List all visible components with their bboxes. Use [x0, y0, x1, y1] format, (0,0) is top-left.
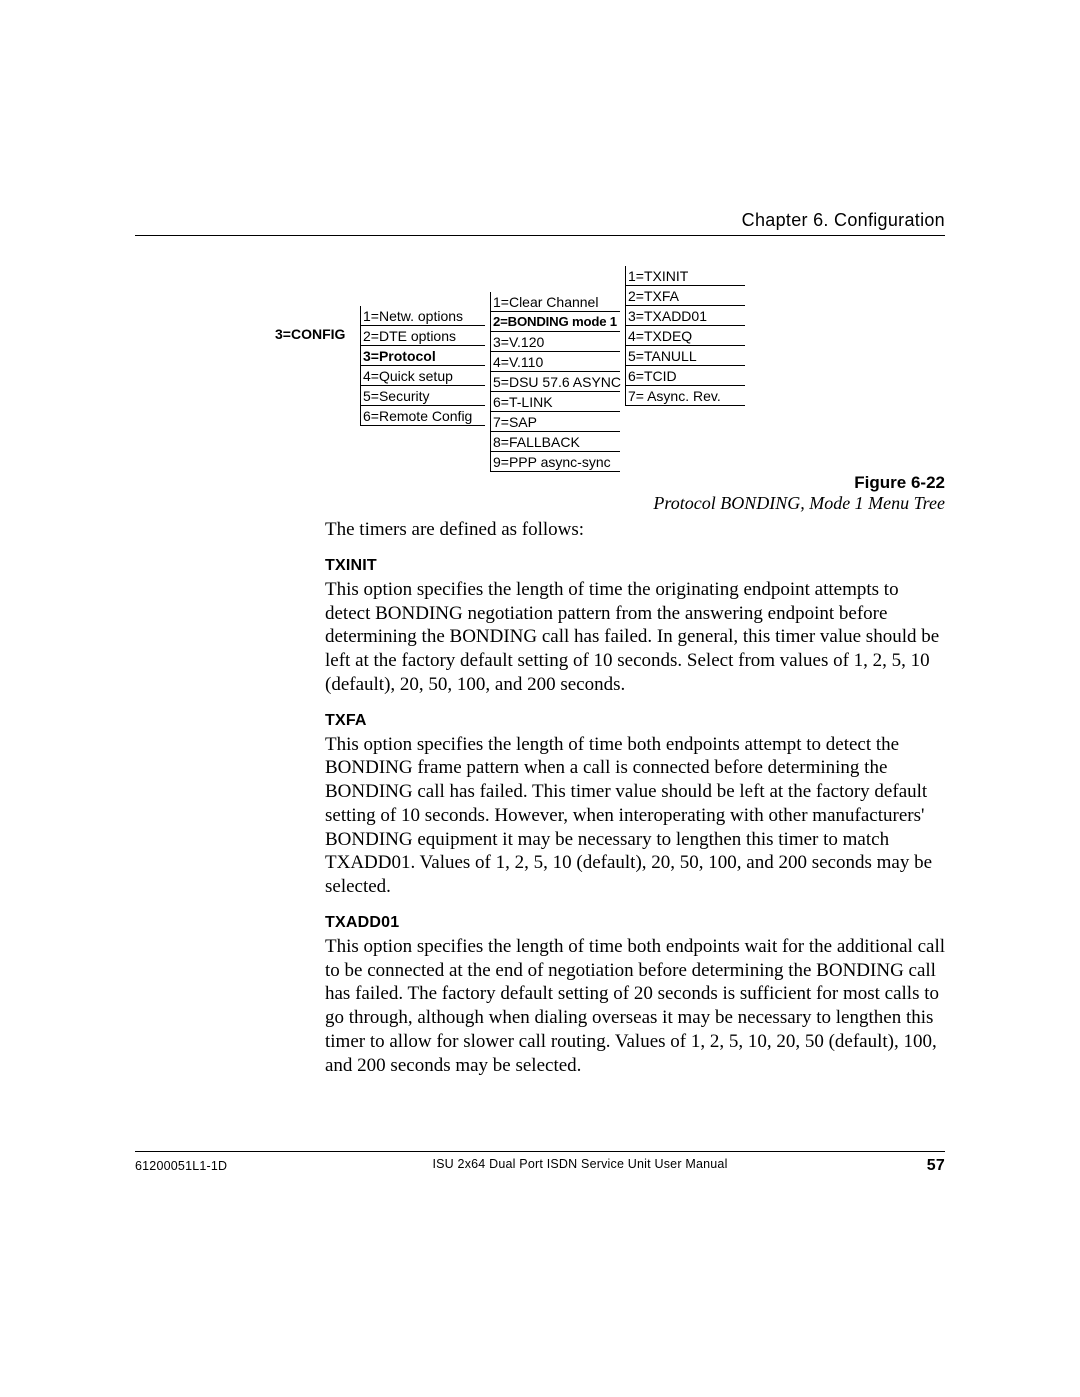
menu-tree-cell: 1=TXINIT: [626, 266, 745, 286]
menu-tree-cell: 3=TXADD01: [626, 306, 745, 326]
figure-number: Figure 6-22: [135, 473, 945, 493]
menu-tree-cell: 2=BONDING mode 1: [491, 312, 620, 332]
menu-tree-col-3: 1=TXINIT2=TXFA3=TXADD014=TXDEQ5=TANULL6=…: [625, 266, 745, 406]
menu-tree-cell: 1=Netw. options: [361, 306, 485, 326]
section-paragraph: This option specifies the length of time…: [325, 733, 945, 899]
menu-tree-cell: 9=PPP async-sync: [491, 452, 620, 472]
menu-tree-cell: 6=Remote Config: [361, 406, 485, 426]
menu-tree-cell: 7=SAP: [491, 412, 620, 432]
section-heading: TXADD01: [325, 913, 945, 933]
menu-tree-cell: 4=TXDEQ: [626, 326, 745, 346]
section-paragraph: This option specifies the length of time…: [325, 935, 945, 1078]
page-footer: 61200051L1-1D ISU 2x64 Dual Port ISDN Se…: [135, 1151, 945, 1175]
menu-tree-cell: 2=TXFA: [626, 286, 745, 306]
menu-tree-cell: 5=Security: [361, 386, 485, 406]
figure-caption: Figure 6-22 Protocol BONDING, Mode 1 Men…: [135, 473, 945, 514]
menu-tree-col-2: 1=Clear Channel2=BONDING mode 13=V.1204=…: [490, 292, 620, 472]
figure-title: Protocol BONDING, Mode 1 Menu Tree: [135, 493, 945, 514]
intro-line: The timers are defined as follows:: [325, 518, 945, 542]
menu-tree-cell: 6=TCID: [626, 366, 745, 386]
menu-tree-diagram: 3=CONFIG 1=Netw. options2=DTE options3=P…: [275, 266, 945, 461]
menu-tree-cell: 8=FALLBACK: [491, 432, 620, 452]
menu-tree-cell: 4=V.110: [491, 352, 620, 372]
section-paragraph: This option specifies the length of time…: [325, 578, 945, 697]
menu-tree-cell: 1=Clear Channel: [491, 292, 620, 312]
section-heading: TXFA: [325, 711, 945, 731]
document-page: Chapter 6. Configuration 3=CONFIG 1=Netw…: [0, 0, 1080, 1397]
footer-manual-title: ISU 2x64 Dual Port ISDN Service Unit Use…: [432, 1157, 727, 1171]
menu-tree-root: 3=CONFIG: [275, 326, 345, 342]
body-column: The timers are defined as follows: TXINI…: [325, 518, 945, 1077]
section-heading: TXINIT: [325, 556, 945, 576]
menu-tree-cell: 7= Async. Rev.: [626, 386, 745, 406]
menu-tree-col-1: 1=Netw. options2=DTE options3=Protocol4=…: [360, 306, 485, 426]
footer-page-number: 57: [927, 1157, 945, 1175]
menu-tree-cell: 3=Protocol: [361, 346, 485, 366]
menu-tree-cell: 4=Quick setup: [361, 366, 485, 386]
menu-tree-cell: 6=T-LINK: [491, 392, 620, 412]
menu-tree-cell: 5=DSU 57.6 ASYNC: [491, 372, 620, 392]
menu-tree-cell: 5=TANULL: [626, 346, 745, 366]
chapter-header: Chapter 6. Configuration: [135, 210, 945, 236]
menu-tree-cell: 3=V.120: [491, 332, 620, 352]
menu-tree-cell: 2=DTE options: [361, 326, 485, 346]
footer-manual-title-wrap: ISU 2x64 Dual Port ISDN Service Unit Use…: [135, 1157, 945, 1171]
footer-doc-id: 61200051L1-1D: [135, 1159, 227, 1173]
